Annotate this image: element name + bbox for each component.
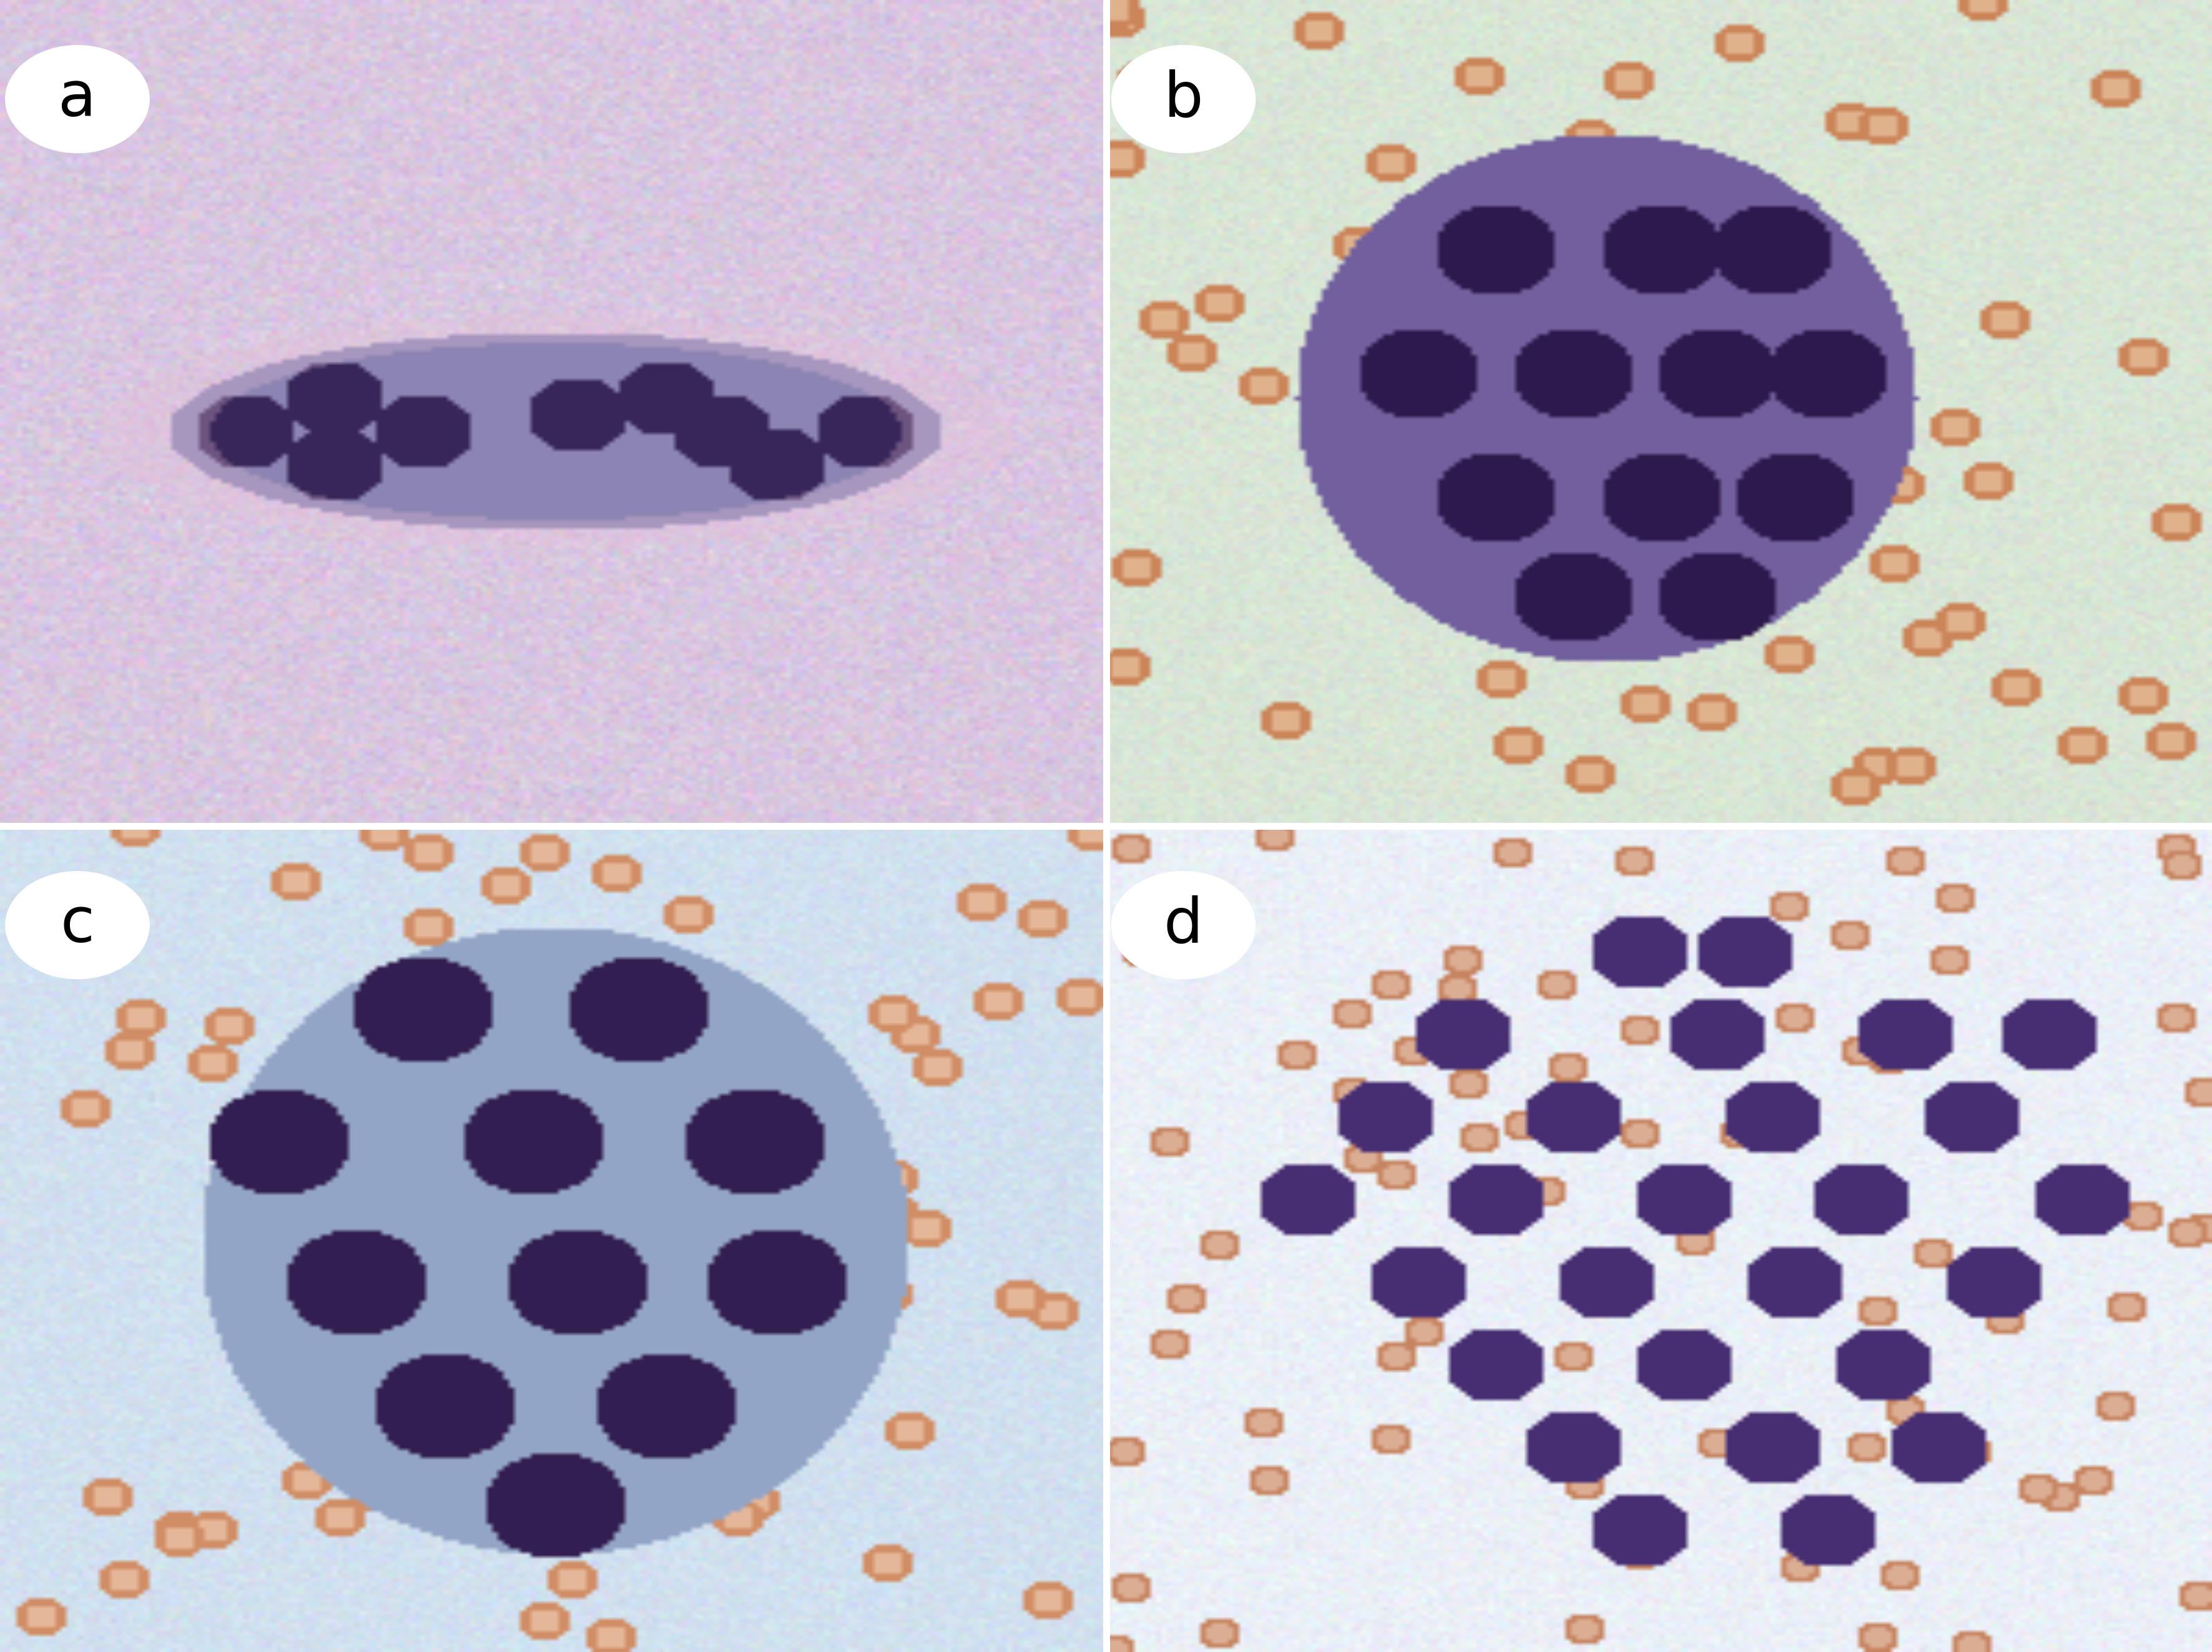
- Text: a: a: [58, 69, 97, 129]
- Text: c: c: [60, 895, 95, 955]
- Text: d: d: [1164, 895, 1203, 955]
- Circle shape: [7, 46, 150, 154]
- Circle shape: [1113, 46, 1256, 154]
- Text: b: b: [1164, 69, 1203, 129]
- Circle shape: [7, 871, 150, 978]
- Circle shape: [1113, 871, 1256, 978]
